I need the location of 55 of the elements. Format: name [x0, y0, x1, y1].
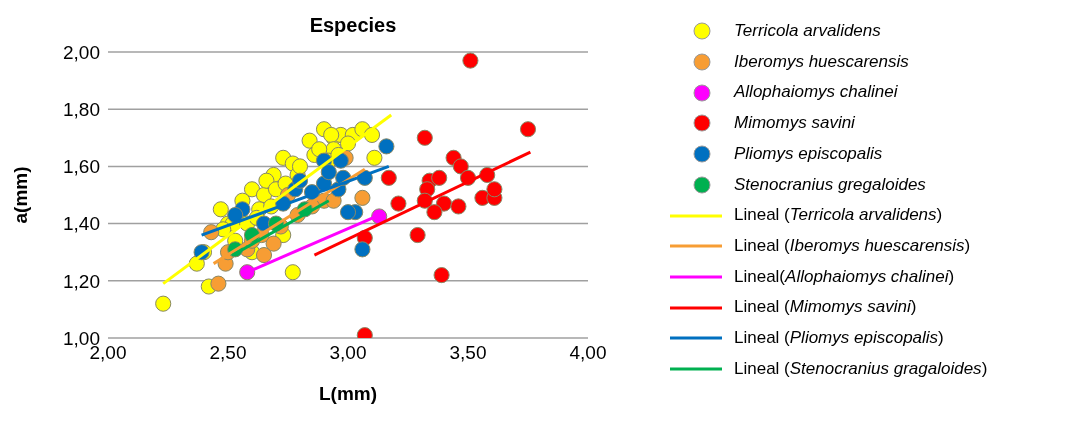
legend-label: Lineal (Pliomys episcopalis) — [734, 327, 944, 350]
legend-label: Pliomys episcopalis — [734, 142, 883, 165]
point — [433, 267, 450, 284]
x-axis-title: L(mm) — [318, 383, 378, 404]
point — [239, 264, 256, 281]
chart-title: Especies — [308, 14, 398, 37]
point — [258, 172, 275, 189]
x-tick-label: 2,50 — [209, 342, 247, 364]
point — [255, 247, 273, 264]
point — [243, 181, 261, 198]
point — [486, 181, 503, 198]
point — [450, 198, 467, 215]
point — [291, 158, 309, 175]
legend-label: Lineal (Mimomys savini) — [734, 296, 917, 319]
point — [416, 129, 433, 146]
point — [409, 226, 426, 244]
point — [212, 201, 229, 218]
point — [265, 235, 282, 252]
y-axis-title: a(mm) — [9, 166, 31, 224]
point — [320, 164, 337, 181]
x-tick-label: 3,00 — [329, 342, 367, 364]
legend-label: Terricola arvalidens — [734, 20, 881, 42]
point — [380, 169, 397, 186]
y-tick-label: 1,40 — [63, 213, 100, 235]
legend-label: Lineal(Allophaiomys chalinei) — [734, 265, 955, 288]
legend-label: Allophaiomys chalinei — [734, 81, 898, 104]
point — [519, 121, 537, 138]
x-tick-label: 4,00 — [569, 342, 607, 364]
y-tick-label: 1,20 — [63, 270, 100, 292]
point — [210, 275, 227, 292]
point — [227, 206, 244, 224]
point — [452, 158, 469, 175]
y-tick-label: 2,00 — [63, 41, 100, 63]
point — [462, 52, 479, 69]
point — [378, 138, 395, 155]
point — [354, 189, 371, 206]
point — [366, 149, 383, 166]
point — [354, 241, 371, 258]
legend-label: Stenocranius gregaloides — [734, 173, 926, 196]
point — [426, 204, 443, 221]
point — [390, 195, 407, 212]
legend-label: Lineal (Iberomys huescarensis) — [734, 234, 971, 257]
point — [301, 132, 318, 149]
point — [431, 169, 448, 186]
y-tick-label: 1,80 — [63, 98, 100, 120]
legend-label: Iberomys huescarensis — [734, 50, 909, 73]
point — [332, 152, 349, 169]
legend-label: Mimomys savini — [734, 112, 855, 135]
point — [339, 204, 357, 221]
legend-label: Lineal (Terricola arvalidens) — [734, 204, 943, 227]
point — [155, 295, 172, 312]
legend-label: Lineal (Stenocranius gragaloides) — [734, 357, 988, 380]
x-tick-label: 3,50 — [449, 342, 487, 364]
y-tick-label: 1,60 — [63, 156, 100, 178]
point — [284, 264, 301, 281]
